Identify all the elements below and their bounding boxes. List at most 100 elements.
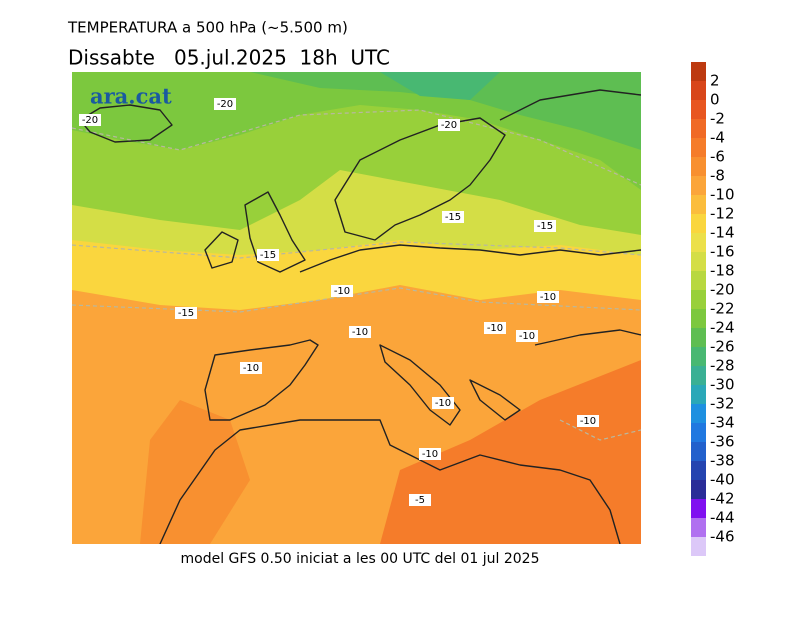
colorbar-box — [691, 480, 706, 499]
contour-label-box — [516, 330, 538, 342]
contour-label-box — [419, 448, 441, 460]
colorbar-box — [691, 461, 706, 480]
field-warm — [140, 400, 250, 544]
colorbar-box — [691, 195, 706, 214]
colorbar-box — [691, 328, 706, 347]
colorbar-label: -26 — [710, 338, 735, 356]
contour-label: -10 — [352, 327, 368, 338]
colorbar-label: -38 — [710, 452, 735, 470]
title: TEMPERATURA a 500 hPa (~5.500 m) — [67, 19, 348, 37]
contour-label: -15 — [537, 221, 553, 232]
colorbar-box — [691, 347, 706, 366]
colorbar-label: -6 — [710, 148, 725, 166]
colorbar-box — [691, 404, 706, 423]
isotherm — [72, 109, 641, 186]
contour-label: -10 — [435, 398, 451, 409]
contour-label: -10 — [422, 449, 438, 460]
contour-label: -15 — [178, 308, 194, 319]
colorbar-label: -32 — [710, 395, 735, 413]
isotherm — [72, 241, 641, 259]
contour-label-box — [331, 285, 353, 297]
contour-label-box — [432, 397, 454, 409]
colorbar-box — [691, 81, 706, 100]
colorbar-label: -12 — [710, 205, 735, 223]
colorbar-box — [691, 271, 706, 290]
coastline — [204, 191, 306, 273]
contour-label: -10 — [487, 323, 503, 334]
colorbar-box — [691, 138, 706, 157]
contour-label-box — [349, 326, 371, 338]
colorbar-label: -16 — [710, 243, 735, 261]
colorbar-box — [691, 366, 706, 385]
colorbar-label: -44 — [710, 509, 735, 527]
colorbar-label: -22 — [710, 300, 735, 318]
colorbar-label: -40 — [710, 471, 735, 489]
contour-label-box — [175, 307, 197, 319]
colorbar-label: -42 — [710, 490, 735, 508]
colorbar-box — [691, 537, 706, 556]
colorbar-box — [691, 290, 706, 309]
colorbar-label: -24 — [710, 319, 735, 337]
contour-label: -20 — [441, 120, 457, 131]
colorbar-box — [691, 518, 706, 537]
colorbar-box — [691, 214, 706, 233]
field-teal — [380, 72, 500, 100]
colorbar-label: -8 — [710, 167, 725, 185]
colorbar-label: -34 — [710, 414, 735, 432]
colorbar-label: -18 — [710, 262, 735, 280]
coastline — [204, 244, 641, 426]
contour-label-box — [577, 415, 599, 427]
contour-label-box — [79, 114, 101, 126]
colorbar-label: -30 — [710, 376, 735, 394]
colorbar-label: 0 — [710, 91, 720, 109]
colorbar-label: -4 — [710, 129, 725, 147]
contour-label-box — [438, 119, 460, 131]
contour-label: -10 — [580, 416, 596, 427]
colorbar-label: -46 — [710, 528, 735, 546]
colorbar-label: -2 — [710, 110, 725, 128]
colorbar-box — [691, 233, 706, 252]
colorbar-box — [691, 100, 706, 119]
colorbar-box — [691, 423, 706, 442]
contour-labels: -20 -20 -20 -15 -15 -15 -15 -10 -10 -10 -10 -10 -10 -… — [79, 98, 599, 506]
field-warm — [380, 360, 641, 544]
map: ara.cat -20 -20 -20 -15 -15 -15 -15 -10 -10 -10 -1… — [72, 72, 641, 544]
colorbar-label: 2 — [710, 72, 720, 90]
contour-label: -20 — [82, 115, 98, 126]
colorbar-label: -20 — [710, 281, 735, 299]
contour-label-box — [409, 494, 431, 506]
colorbar-label: -10 — [710, 186, 735, 204]
coastline — [334, 89, 641, 241]
contour-label-box — [484, 322, 506, 334]
colorbar-box — [691, 499, 706, 518]
colorbar-box — [691, 157, 706, 176]
colorbar-box — [691, 309, 706, 328]
contour-label: -10 — [243, 363, 259, 374]
contour-label-box — [534, 220, 556, 232]
colorbar: 20-2-4-6-8-10-12-14-16-18-20-22-24-26-28… — [691, 62, 735, 556]
colorbar-box — [691, 252, 706, 271]
contour-label: -10 — [540, 292, 556, 303]
colorbar-box — [691, 119, 706, 138]
isotherm — [559, 419, 641, 441]
colorbar-label: -14 — [710, 224, 735, 242]
colorbar-label: -28 — [710, 357, 735, 375]
colorbar-box — [691, 62, 706, 81]
coastline — [159, 419, 621, 544]
contour-label: -15 — [260, 250, 276, 261]
contour-label-box — [442, 211, 464, 223]
contour-label-box — [240, 362, 262, 374]
contour-label-box — [257, 249, 279, 261]
colorbar-box — [691, 385, 706, 404]
logo: ara.cat — [90, 84, 172, 109]
contour-label-box — [537, 291, 559, 303]
contour-label: -10 — [334, 286, 350, 297]
coastline — [79, 104, 173, 143]
colorbar-box — [691, 176, 706, 195]
contour-label: -15 — [445, 212, 461, 223]
colorbar-label: -36 — [710, 433, 735, 451]
isotherm — [72, 287, 641, 313]
date-line: Dissabte 05.jul.2025 18h UTC — [68, 46, 390, 70]
contour-label-box — [214, 98, 236, 110]
